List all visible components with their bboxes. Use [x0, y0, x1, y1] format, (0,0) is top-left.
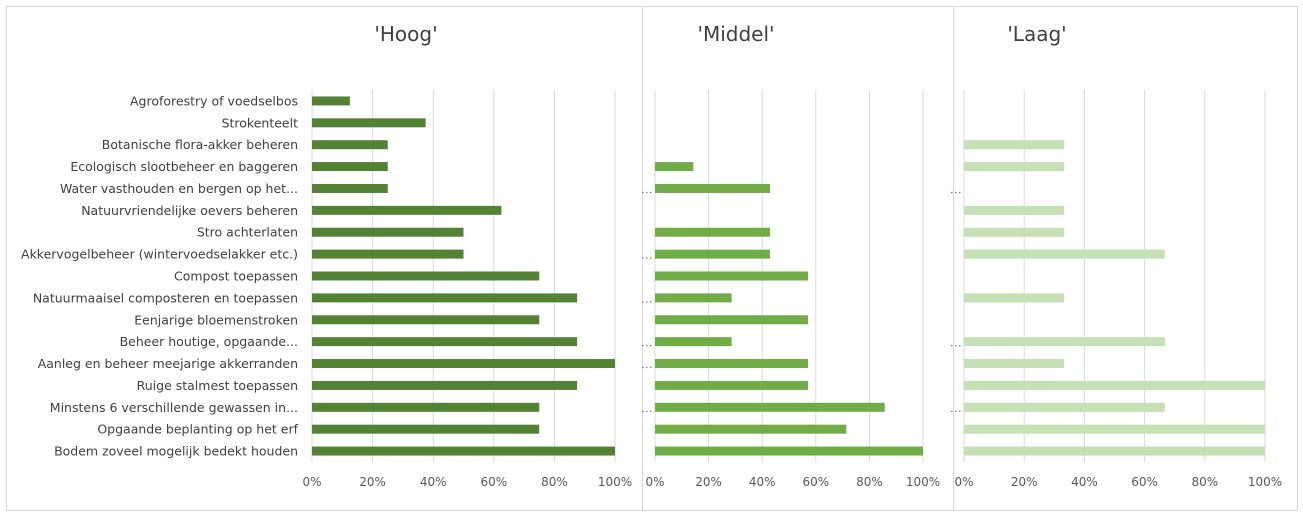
bar	[312, 183, 388, 193]
x-tick-label: 40%	[749, 475, 776, 489]
bar	[655, 162, 694, 172]
panel-frame-3	[953, 6, 1298, 511]
bar	[964, 337, 1165, 347]
category-label: Eenjarige bloemenstroken	[134, 312, 298, 327]
x-tick-label: 80%	[1191, 475, 1218, 489]
bar	[655, 402, 885, 412]
x-tick-label: 80%	[856, 475, 883, 489]
x-tick-label: 100%	[598, 475, 632, 489]
bar	[312, 380, 578, 390]
x-tick-label: 40%	[1071, 475, 1098, 489]
bar	[655, 249, 770, 259]
x-tick-label: 20%	[695, 475, 722, 489]
bar	[312, 337, 578, 347]
category-label: Stro achterlaten	[197, 225, 298, 240]
bar	[312, 227, 464, 237]
x-tick-label: 60%	[480, 475, 507, 489]
bar	[312, 424, 540, 434]
bar	[312, 359, 615, 369]
bar	[964, 293, 1065, 303]
category-label: Strokenteelt	[222, 115, 299, 130]
category-label: Ecologisch slootbeheer en baggeren	[70, 159, 298, 174]
category-label: Opgaande beplanting op het erf	[97, 422, 298, 437]
category-label: Botanische flora-akker beheren	[102, 137, 298, 152]
bar	[964, 249, 1165, 259]
bar	[312, 118, 426, 128]
bar	[312, 315, 540, 325]
bar	[964, 402, 1165, 412]
x-tick-label: 60%	[1131, 475, 1158, 489]
category-label: Natuurmaaisel composteren en toepassen	[33, 290, 298, 305]
bar	[312, 402, 540, 412]
bar	[655, 315, 809, 325]
bar	[655, 293, 732, 303]
bar	[312, 293, 578, 303]
x-tick-label: 100%	[906, 475, 940, 489]
bar	[964, 205, 1065, 215]
bar	[964, 162, 1065, 172]
x-tick-label: 100%	[1248, 475, 1282, 489]
category-label: Compost toepassen	[174, 269, 298, 284]
bar	[655, 337, 732, 347]
bar	[312, 205, 502, 215]
x-tick-label: 20%	[1011, 475, 1038, 489]
bar	[655, 359, 809, 369]
bar	[964, 359, 1065, 369]
x-tick-label: 40%	[420, 475, 447, 489]
bar	[655, 380, 809, 390]
bar	[964, 446, 1265, 456]
bar	[312, 140, 388, 150]
x-tick-label: 0%	[645, 475, 664, 489]
x-tick-label: 0%	[954, 475, 973, 489]
bar	[312, 249, 464, 259]
bar	[964, 424, 1265, 434]
bar	[964, 380, 1265, 390]
category-label: Bodem zoveel mogelijk bedekt houden	[54, 444, 298, 459]
bar	[655, 424, 847, 434]
panel-title-1: 'Hoog'	[374, 22, 437, 46]
bar	[964, 227, 1065, 237]
category-label: Ruige stalmest toepassen	[137, 378, 298, 393]
bar	[312, 446, 615, 456]
category-label: Minstens 6 verschillende gewassen in...	[50, 400, 298, 415]
category-label: Beheer houtige, opgaande...	[120, 334, 298, 349]
x-tick-label: 80%	[541, 475, 568, 489]
bar	[964, 140, 1065, 150]
bar	[655, 227, 770, 237]
bar	[655, 183, 770, 193]
panel-title-2: 'Middel'	[697, 22, 774, 46]
category-label: Natuurvriendelijke oevers beheren	[81, 203, 298, 218]
bar	[655, 271, 809, 281]
x-tick-label: 20%	[359, 475, 386, 489]
bar	[312, 162, 388, 172]
bar	[312, 96, 350, 106]
category-label: Water vasthouden en bergen op het...	[60, 181, 298, 196]
category-label: Agroforestry of voedselbos	[130, 93, 298, 108]
category-label: Akkervogelbeheer (wintervoedselakker etc…	[21, 247, 298, 262]
x-tick-label: 0%	[302, 475, 321, 489]
bar	[655, 446, 923, 456]
x-tick-label: 60%	[802, 475, 829, 489]
bar	[312, 271, 540, 281]
category-label: Aanleg en beheer meejarige akkerranden	[38, 356, 298, 371]
panel-title-3: 'Laag'	[1007, 22, 1066, 46]
